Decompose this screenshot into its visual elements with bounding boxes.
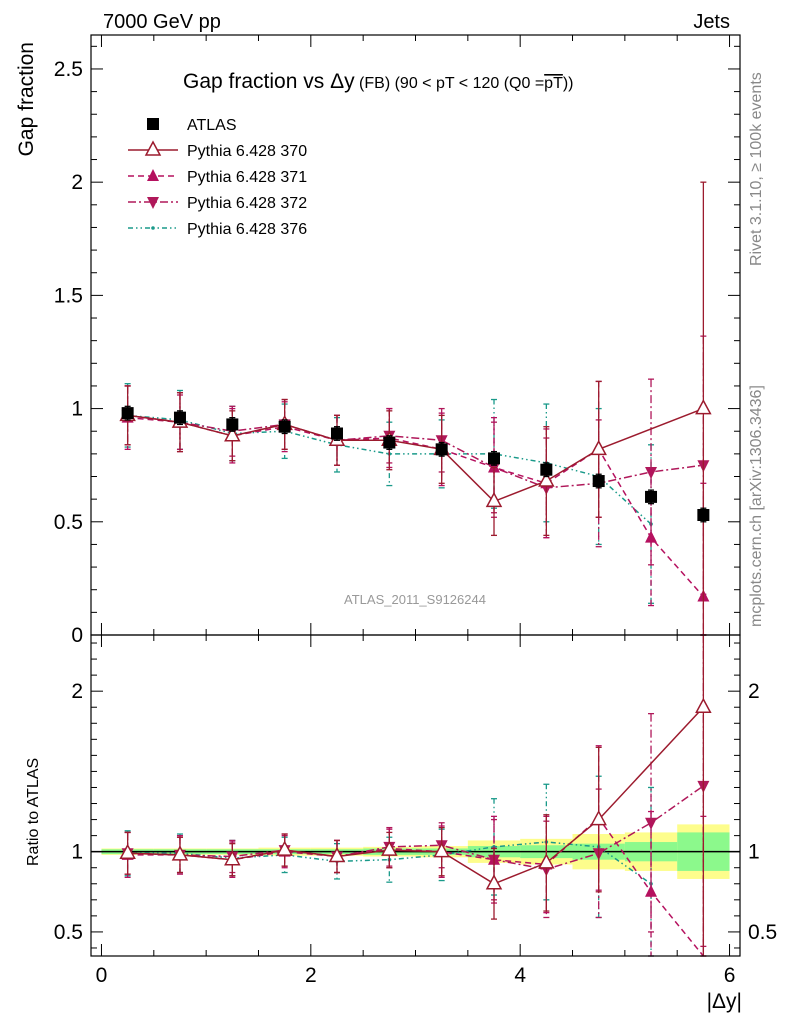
legend-marker-p376: [151, 226, 155, 230]
main-p371-point: [645, 530, 658, 543]
title-main: Gap fraction vs: [183, 70, 330, 93]
main-p376-line: [127, 414, 652, 525]
main-y-tick-label: 1: [71, 398, 83, 421]
main-p370-point: [538, 471, 555, 487]
main-p371-point: [488, 460, 501, 473]
main-p370-point: [590, 439, 607, 456]
ratio-panel: 0.5 0.5 1 1 2 2 0 2 4 6 Ratio to ATLAS |Δy|: [25, 634, 777, 1013]
ratio-p370-point: [276, 840, 293, 856]
main-p370-line: [127, 407, 704, 503]
title-overline: pT: [544, 75, 563, 92]
ratio-p370-point: [224, 850, 241, 866]
main-y-tick-label: 2: [71, 171, 83, 194]
main-p372-line: [127, 414, 704, 489]
legend-label-p370: Pythia 6.428 370: [187, 143, 307, 160]
main-y-tick-label: 0.5: [54, 511, 83, 534]
title-delta: Δy: [330, 70, 355, 93]
ratio-y-tick-label-right: 1: [748, 841, 760, 864]
main-panel: Gap fraction vs Δy (FB) (90 < pT < 120 (…: [15, 34, 741, 647]
chart-title: Gap fraction vs Δy (FB) (90 < pT < 120 (…: [183, 70, 574, 93]
ratio-p370-point: [695, 697, 712, 713]
x-tick-label: 0: [96, 964, 108, 987]
ratio-p371-point: [645, 884, 658, 897]
x-axis: 0 2 4 6: [96, 635, 736, 987]
header-category: Jets: [693, 11, 730, 33]
title-end: )): [563, 75, 574, 92]
legend-label-data: ATLAS: [187, 117, 237, 134]
ratio-y-tick-label-right: 2: [748, 680, 760, 703]
ratio-p372-line: [127, 785, 704, 871]
ratio-frame: [90, 634, 741, 957]
legend-item-p372: Pythia 6.428 372: [128, 195, 307, 212]
ratio-y-axis: 0.5 0.5 1 1 2 2: [54, 642, 777, 949]
x-tick-label: 6: [724, 964, 736, 987]
main-data-point: [488, 452, 501, 465]
ratio-p370-point: [119, 843, 136, 860]
legend: ATLAS Pythia 6.428 370 Pythia 6.428 371 Pyt…: [128, 117, 307, 238]
legend-item-data: ATLAS: [147, 117, 237, 134]
main-data-point: [645, 490, 658, 503]
main-p370-point: [485, 491, 503, 508]
mcplots-reference-label: mcplots.cern.ch [arXiv:1306.3436]: [748, 385, 765, 627]
ratio-p370-point: [433, 842, 450, 858]
main-data-point: [540, 463, 553, 476]
legend-marker-p370: [144, 140, 162, 156]
ratio-y-tick-label: 0.5: [54, 921, 83, 944]
ratio-y-tick-label: 1: [71, 841, 83, 864]
main-data-point: [226, 418, 239, 431]
ratio-p370-point: [171, 845, 189, 861]
legend-marker-p372: [147, 197, 159, 209]
ratio-y-tick-label: 2: [71, 680, 83, 703]
main-data-point: [278, 420, 291, 433]
analysis-watermark: ATLAS_2011_S9126244: [344, 592, 486, 607]
main-data-point: [435, 443, 448, 456]
legend-marker-data: [147, 118, 159, 130]
main-plot-area: [119, 181, 712, 636]
ratio-p370-point: [590, 809, 607, 826]
ratio-y-label: Ratio to ATLAS: [25, 758, 42, 866]
ratio-p370-point: [538, 853, 555, 869]
main-p371-line: [127, 416, 704, 597]
legend-label-p372: Pythia 6.428 372: [187, 195, 307, 212]
main-data-point: [330, 427, 343, 440]
main-data-point: [173, 411, 186, 424]
header-energy: 7000 GeV pp: [103, 11, 221, 33]
ratio-p370-point: [328, 846, 346, 863]
main-data-point: [592, 475, 605, 488]
x-tick-label: 4: [514, 964, 526, 987]
legend-label-p371: Pythia 6.428 371: [187, 169, 307, 186]
ratio-plot-area: [91, 634, 740, 957]
main-data-point: [697, 509, 710, 521]
legend-label-p376: Pythia 6.428 376: [187, 221, 307, 238]
legend-item-p376: Pythia 6.428 376: [128, 221, 307, 238]
legend-item-p370: Pythia 6.428 370: [128, 140, 307, 160]
main-y-tick-label: 1.5: [54, 284, 83, 307]
main-y-tick-label: 2.5: [54, 58, 83, 81]
main-y-label: Gap fraction: [15, 42, 38, 156]
main-p370-point: [224, 426, 241, 442]
main-data-point: [383, 436, 396, 449]
x-axis-label: |Δy|: [707, 990, 742, 1013]
legend-marker-p371: [147, 169, 159, 181]
main-data-point: [121, 407, 134, 420]
ratio-y-tick-label-right: 0.5: [748, 921, 777, 944]
rivet-version-label: Rivet 3.1.10, ≥ 100k events: [748, 72, 765, 266]
ratio-p370-point: [485, 874, 503, 890]
main-y-tick-label: 0: [71, 624, 83, 647]
legend-item-p371: Pythia 6.428 371: [128, 169, 307, 186]
ratio-p370-point: [381, 840, 398, 856]
title-detail: (FB) (90 < pT < 120 (Q0 =: [355, 75, 545, 92]
main-p370-point: [695, 399, 712, 415]
x-tick-label: 2: [305, 964, 317, 987]
